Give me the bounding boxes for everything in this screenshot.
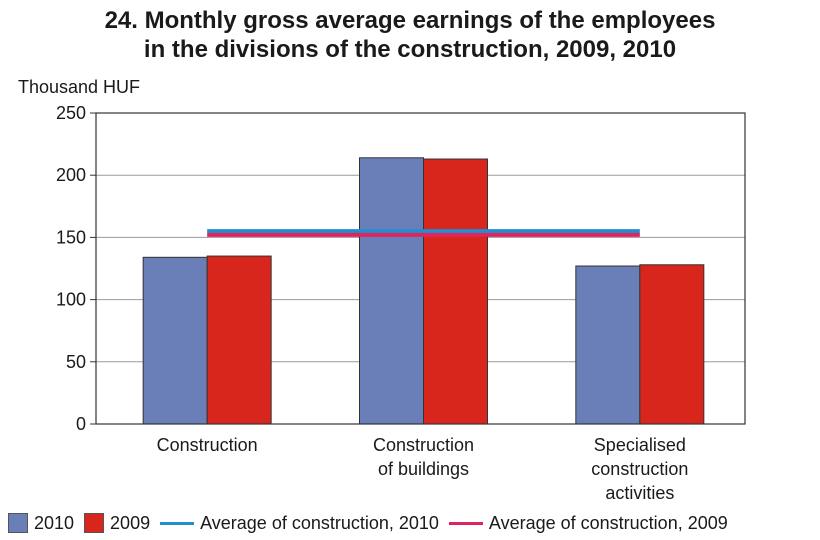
bar-2009-2 [639, 264, 705, 425]
bar-2009-0 [206, 255, 272, 425]
y-tick-label: 50 [66, 352, 86, 372]
legend-swatch-2009 [84, 513, 105, 533]
bar-chart: 0 50 100 150 200 250 Construction Construction o… [56, 103, 746, 503]
bar-2010-2 [575, 265, 641, 425]
x-category-label: Construction of buildings [373, 435, 474, 479]
legend-item-2010: 2010 [8, 513, 74, 534]
chart-title-line-1: 24. Monthly gross average earnings of th… [104, 7, 716, 34]
legend-label-2009: 2009 [110, 512, 151, 533]
y-tick-label: 100 [56, 290, 86, 310]
y-tick-label: 0 [76, 414, 86, 434]
legend: 2010 2009 Average of construction, 2010 … [8, 510, 738, 536]
bar-2009-1 [423, 158, 488, 425]
legend-item-average-2009: Average of construction, 2009 [448, 512, 728, 534]
bar-2010-1 [359, 157, 424, 425]
chart-title-line-2: in the divisions of the construction, 20… [143, 36, 677, 63]
legend-label-average-2010: Average of construction, 2010 [200, 512, 439, 533]
chart-title: 24. Monthly gross average earnings of th… [0, 6, 820, 64]
legend-item-average-2010: Average of construction, 2010 [160, 513, 439, 534]
x-category-label: Specialised construction activities [591, 435, 688, 503]
y-tick-label: 250 [56, 103, 86, 123]
legend-label-2010: 2010 [34, 512, 75, 533]
y-tick-label: 200 [56, 165, 86, 185]
plot-frame [95, 112, 746, 425]
x-category-label: Construction [157, 435, 258, 455]
legend-swatch-average-2010 [160, 521, 195, 525]
y-tick-label: 150 [56, 227, 86, 247]
bar-2010-0 [142, 256, 208, 425]
legend-swatch-2010 [8, 513, 28, 533]
legend-label-average-2009: Average of construction, 2009 [488, 512, 728, 533]
legend-item-2009: 2009 [84, 513, 150, 534]
y-axis-unit-label: Thousand HUF [18, 77, 141, 97]
legend-swatch-average-2009 [448, 521, 483, 525]
